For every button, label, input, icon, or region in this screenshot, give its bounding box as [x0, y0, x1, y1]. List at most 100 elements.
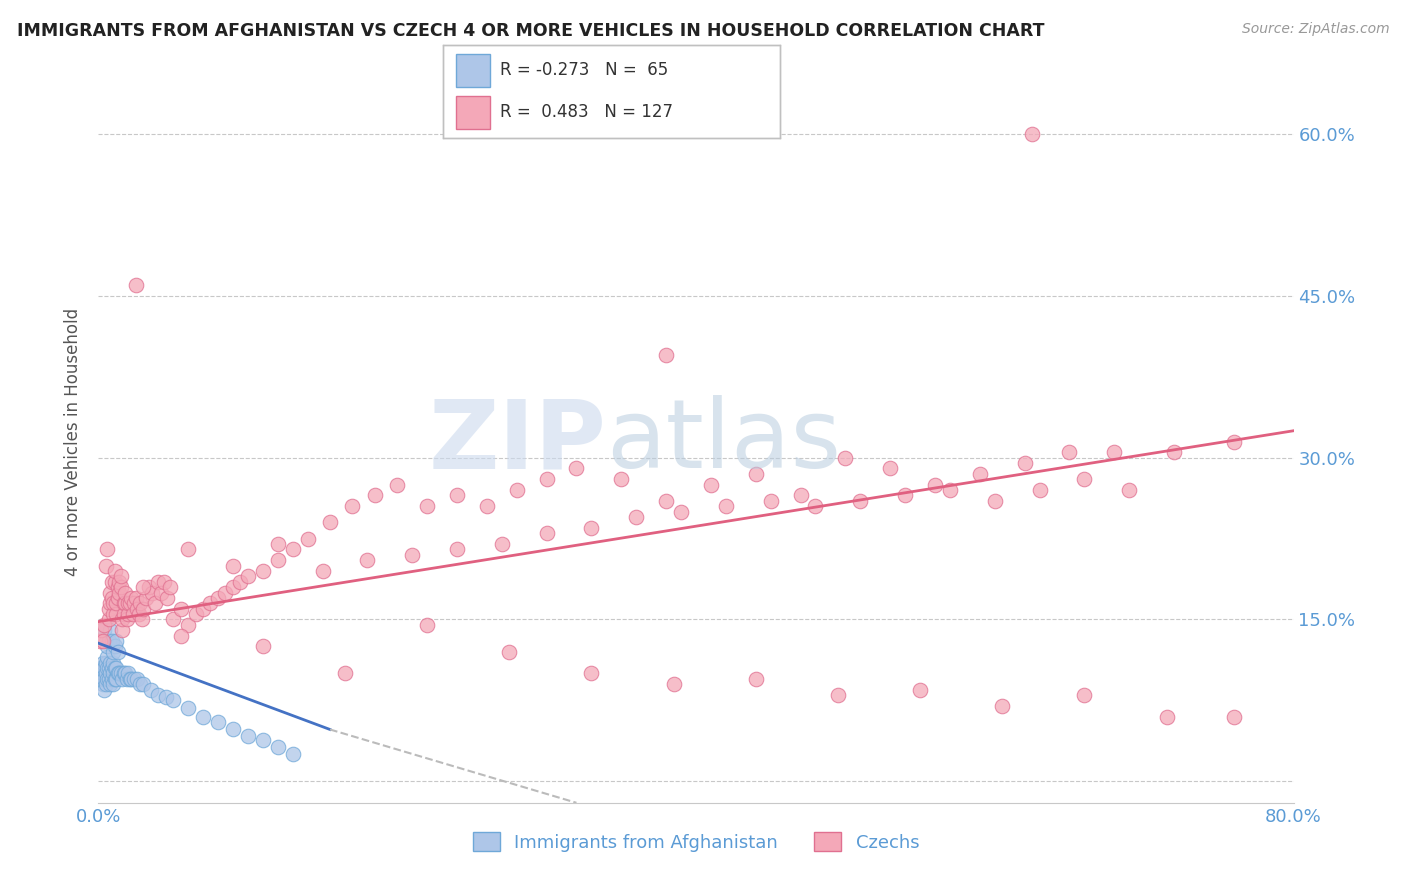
- Point: [506, 483, 529, 497]
- Point: [984, 493, 1007, 508]
- Point: [894, 488, 917, 502]
- Point: [111, 624, 134, 638]
- Point: [139, 682, 162, 697]
- Point: [191, 601, 214, 615]
- Point: [93, 672, 115, 686]
- Point: [112, 596, 135, 610]
- Point: [655, 348, 678, 362]
- Point: [105, 607, 128, 621]
- Point: [93, 661, 115, 675]
- Point: [177, 701, 200, 715]
- Point: [319, 516, 342, 530]
- Point: [1014, 456, 1036, 470]
- Point: [1163, 445, 1185, 459]
- Point: [98, 596, 122, 610]
- Point: [110, 666, 132, 681]
- Point: [118, 596, 141, 610]
- Point: [908, 682, 931, 697]
- Point: [153, 574, 176, 589]
- Point: [222, 558, 245, 573]
- Point: [162, 693, 184, 707]
- Point: [1156, 709, 1178, 723]
- Point: [745, 672, 768, 686]
- Point: [148, 688, 170, 702]
- Point: [97, 634, 120, 648]
- Point: [91, 677, 114, 691]
- Point: [112, 666, 135, 681]
- Point: [127, 601, 149, 615]
- Point: [108, 585, 131, 599]
- Point: [97, 612, 120, 626]
- Point: [252, 733, 274, 747]
- Point: [107, 666, 129, 681]
- Point: [101, 661, 124, 675]
- Point: [267, 553, 290, 567]
- Point: [112, 607, 135, 621]
- Point: [155, 690, 177, 705]
- Point: [103, 666, 125, 681]
- Point: [191, 709, 214, 723]
- Point: [94, 666, 117, 681]
- Point: [1118, 483, 1140, 497]
- Point: [364, 488, 387, 502]
- Point: [939, 483, 962, 497]
- Point: [714, 500, 737, 514]
- Point: [103, 677, 125, 691]
- Point: [162, 612, 184, 626]
- Point: [103, 596, 125, 610]
- Point: [141, 585, 163, 599]
- Point: [924, 477, 946, 491]
- Point: [105, 672, 128, 686]
- Point: [177, 542, 200, 557]
- Point: [114, 666, 136, 681]
- Point: [150, 585, 173, 599]
- Point: [101, 574, 124, 589]
- Point: [789, 488, 811, 502]
- Point: [565, 461, 588, 475]
- Point: [94, 677, 117, 691]
- Point: [498, 645, 520, 659]
- Point: [311, 564, 333, 578]
- Point: [105, 661, 128, 675]
- Point: [177, 618, 200, 632]
- Point: [655, 493, 678, 508]
- Point: [115, 672, 138, 686]
- Point: [103, 607, 125, 621]
- Point: [108, 574, 131, 589]
- Point: [98, 656, 122, 670]
- Point: [94, 634, 117, 648]
- Text: atlas: atlas: [606, 395, 841, 488]
- Point: [91, 656, 114, 670]
- Point: [104, 661, 127, 675]
- Point: [91, 634, 114, 648]
- Point: [662, 677, 685, 691]
- Point: [610, 472, 633, 486]
- Point: [124, 672, 146, 686]
- Point: [129, 677, 152, 691]
- Point: [416, 500, 439, 514]
- Point: [89, 666, 111, 681]
- Point: [101, 672, 124, 686]
- Point: [98, 677, 122, 691]
- Point: [207, 714, 229, 729]
- Point: [96, 650, 118, 665]
- Point: [581, 666, 603, 681]
- Point: [416, 618, 439, 632]
- Point: [1021, 127, 1043, 141]
- Point: [342, 500, 364, 514]
- Point: [104, 564, 127, 578]
- Point: [117, 607, 139, 621]
- Point: [222, 723, 245, 737]
- Point: [125, 278, 148, 293]
- Point: [1028, 483, 1050, 497]
- Point: [97, 601, 120, 615]
- Text: IMMIGRANTS FROM AFGHANISTAN VS CZECH 4 OR MORE VEHICLES IN HOUSEHOLD CORRELATION: IMMIGRANTS FROM AFGHANISTAN VS CZECH 4 O…: [17, 22, 1045, 40]
- Point: [111, 672, 134, 686]
- Point: [105, 634, 128, 648]
- Point: [222, 580, 245, 594]
- Point: [96, 640, 118, 654]
- Point: [117, 596, 139, 610]
- Point: [94, 656, 117, 670]
- Point: [107, 591, 129, 605]
- Point: [138, 580, 160, 594]
